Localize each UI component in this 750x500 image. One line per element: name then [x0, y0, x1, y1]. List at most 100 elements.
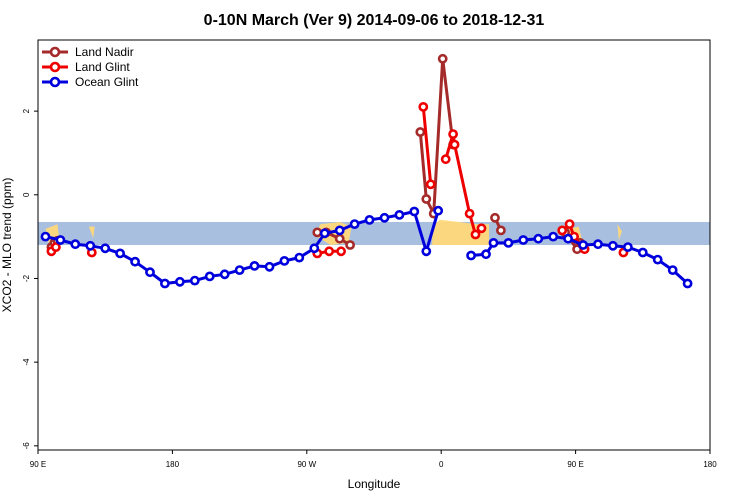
y-tick-label: -6 [22, 442, 31, 450]
x-tick-label: 0 [439, 460, 444, 469]
data-point [488, 237, 499, 248]
chart-title: 0-10N March (Ver 9) 2014-09-06 to 2018-1… [204, 12, 545, 29]
data-point [481, 249, 491, 260]
x-tick-label: 180 [166, 460, 180, 469]
legend-label: Land Glint [75, 60, 130, 74]
x-tick-label: 180 [703, 460, 717, 469]
data-point [470, 229, 481, 240]
series-2 [40, 205, 693, 289]
data-point [51, 242, 61, 252]
data-point [548, 231, 559, 242]
y-tick-label: -4 [22, 358, 31, 366]
data-point [464, 208, 475, 219]
data-point [40, 231, 51, 242]
legend-swatch-marker [49, 46, 61, 58]
y-axis-label: XCO2 - MLO trend (ppm) [0, 178, 14, 313]
data-point [503, 237, 514, 248]
data-point [334, 225, 345, 236]
legend-label: Ocean Glint [75, 75, 139, 89]
plot-area [38, 53, 710, 289]
data-point [324, 246, 335, 257]
data-point [409, 206, 420, 217]
y-tick-label: 2 [22, 108, 31, 113]
data-point [437, 53, 448, 64]
data-point [189, 275, 200, 286]
data-point [204, 271, 215, 282]
x-tick-label: 90 E [567, 460, 583, 469]
land-patch-new-guinea [88, 226, 95, 239]
data-point [294, 252, 305, 263]
plot-frame [37, 39, 711, 451]
data-point [563, 233, 573, 244]
y-tick-label: 0 [22, 192, 31, 197]
data-point [345, 240, 355, 250]
y-axis: 2 0 -2 -4 -6 [22, 108, 38, 449]
land-patch-sumatra [617, 224, 622, 241]
legend-item: Land Glint [42, 60, 130, 74]
data-point [309, 243, 320, 254]
data-point [379, 212, 390, 223]
data-point [495, 225, 506, 236]
series-line [421, 105, 433, 186]
data-point [145, 267, 155, 278]
plot-content [38, 53, 710, 289]
legend-swatch-marker [49, 76, 61, 88]
data-point [219, 269, 230, 280]
legend-label: Land Nadir [75, 45, 134, 59]
x-axis-label: Longitude [348, 477, 401, 491]
data-point [608, 240, 618, 251]
data-point [418, 102, 429, 112]
legend-item: Land Nadir [42, 45, 134, 59]
data-point [682, 278, 693, 289]
data-point [449, 139, 460, 150]
data-point [349, 219, 360, 229]
data-point [364, 214, 375, 225]
x-tick-label: 90 E [30, 460, 46, 469]
data-point [312, 227, 323, 238]
data-point [249, 260, 260, 271]
data-point [234, 265, 245, 275]
data-point [85, 240, 96, 251]
legend-swatch-marker [49, 61, 61, 73]
x-tick-label: 90 W [297, 460, 316, 469]
x-axis: 90 E 180 90 W 0 90 E 180 [30, 450, 717, 469]
data-point [637, 247, 648, 258]
data-point [652, 254, 663, 265]
data-point [433, 205, 444, 216]
data-point [557, 225, 568, 236]
data-point [319, 228, 330, 239]
series-line [469, 235, 690, 285]
data-point [476, 223, 487, 234]
y-tick-label: -2 [22, 274, 31, 282]
data-point [518, 235, 529, 245]
data-point [667, 265, 678, 275]
data-point [70, 239, 81, 250]
data-point [336, 246, 346, 257]
reference-band [38, 221, 710, 245]
data-point [421, 246, 432, 257]
data-point [415, 127, 426, 137]
data-point [623, 242, 633, 252]
data-point [334, 233, 345, 244]
data-point [466, 250, 476, 261]
legend-item: Ocean Glint [42, 75, 139, 89]
data-point [100, 243, 111, 254]
data-point [55, 235, 66, 245]
data-point [159, 278, 170, 289]
data-point [490, 212, 500, 223]
series-line [44, 209, 440, 285]
data-point [593, 239, 603, 250]
data-point [421, 194, 432, 204]
data-point [174, 276, 185, 287]
data-point [564, 219, 575, 229]
data-point [440, 154, 451, 165]
data-point [264, 261, 275, 272]
data-point [533, 233, 544, 244]
data-point [578, 240, 588, 250]
data-point [115, 248, 125, 259]
data-point [279, 255, 290, 266]
data-point [425, 179, 436, 190]
data-point [448, 129, 458, 139]
